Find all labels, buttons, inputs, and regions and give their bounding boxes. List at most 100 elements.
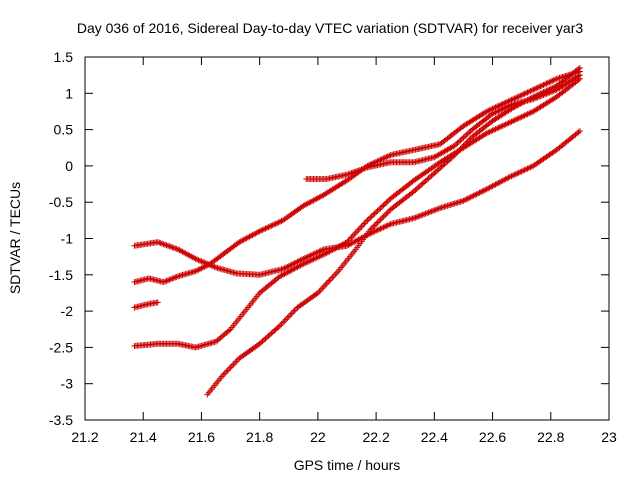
data-point bbox=[275, 323, 282, 330]
chart-title: Day 036 of 2016, Sidereal Day-to-day VTE… bbox=[77, 20, 583, 36]
data-point bbox=[533, 85, 540, 92]
y-tick-label: -2.5 bbox=[49, 339, 73, 355]
data-point bbox=[349, 232, 356, 239]
data-point bbox=[380, 213, 387, 220]
data-point bbox=[173, 273, 180, 280]
data-point bbox=[166, 276, 173, 283]
data-point bbox=[258, 339, 265, 346]
data-point bbox=[492, 126, 499, 133]
data-point bbox=[303, 254, 310, 261]
data-point bbox=[221, 370, 228, 377]
data-point bbox=[456, 138, 463, 145]
data-point bbox=[346, 236, 353, 243]
data-point bbox=[493, 125, 500, 132]
y-tick-label: -2 bbox=[61, 303, 74, 319]
data-point bbox=[274, 220, 281, 227]
data-point bbox=[507, 173, 514, 180]
data-point bbox=[311, 250, 318, 257]
data-point bbox=[469, 193, 476, 200]
data-point bbox=[376, 206, 383, 213]
data-point bbox=[274, 325, 281, 332]
data-point bbox=[271, 221, 278, 228]
data-point bbox=[512, 94, 519, 101]
data-point bbox=[502, 121, 509, 128]
data-point bbox=[524, 89, 531, 96]
data-point bbox=[491, 109, 498, 116]
data-point bbox=[440, 162, 447, 169]
data-point bbox=[194, 267, 201, 274]
data-point bbox=[419, 211, 426, 218]
data-point bbox=[386, 152, 393, 159]
data-point bbox=[486, 128, 493, 135]
data-point bbox=[416, 212, 423, 219]
data-point bbox=[541, 81, 548, 88]
data-point bbox=[166, 243, 173, 250]
data-point bbox=[523, 111, 530, 118]
data-point bbox=[322, 282, 329, 289]
data-point bbox=[374, 207, 381, 214]
data-point bbox=[288, 310, 295, 317]
data-point bbox=[307, 252, 314, 259]
data-point bbox=[330, 272, 337, 279]
data-point bbox=[192, 255, 199, 262]
data-point bbox=[271, 327, 278, 334]
data-point bbox=[300, 255, 307, 262]
data-point bbox=[525, 88, 532, 95]
data-point bbox=[422, 177, 429, 184]
data-point bbox=[370, 211, 377, 218]
data-point bbox=[293, 259, 300, 266]
data-point bbox=[297, 257, 304, 264]
data-point bbox=[352, 168, 359, 175]
data-point bbox=[512, 116, 519, 123]
data-point bbox=[313, 290, 320, 297]
data-point bbox=[279, 319, 286, 326]
data-point bbox=[460, 134, 467, 141]
data-point bbox=[463, 196, 470, 203]
data-point bbox=[202, 263, 209, 270]
data-point bbox=[378, 225, 385, 232]
data-point bbox=[226, 365, 233, 372]
data-point bbox=[154, 239, 161, 246]
data-point bbox=[320, 251, 327, 258]
data-point bbox=[550, 87, 557, 94]
data-point bbox=[368, 213, 375, 220]
data-point bbox=[482, 186, 489, 193]
data-point bbox=[384, 209, 391, 216]
data-point bbox=[530, 86, 537, 93]
data-point bbox=[163, 242, 170, 249]
data-point bbox=[348, 170, 355, 177]
data-point bbox=[345, 171, 352, 178]
data-point bbox=[290, 260, 297, 267]
data-point bbox=[524, 111, 531, 118]
data-points bbox=[131, 64, 583, 398]
data-point bbox=[329, 274, 336, 281]
data-point bbox=[520, 167, 527, 174]
data-point bbox=[376, 218, 383, 225]
data-point bbox=[384, 222, 391, 229]
data-point bbox=[521, 90, 528, 97]
data-point bbox=[373, 220, 380, 227]
data-point bbox=[537, 93, 544, 100]
data-point bbox=[504, 103, 511, 110]
data-point bbox=[227, 364, 234, 371]
data-point bbox=[358, 223, 365, 230]
data-point bbox=[256, 340, 263, 347]
data-point bbox=[351, 169, 358, 176]
data-point bbox=[344, 171, 350, 178]
data-point bbox=[528, 87, 535, 94]
y-tick-label: 0 bbox=[65, 158, 73, 174]
data-point bbox=[527, 109, 534, 116]
data-point bbox=[380, 202, 387, 209]
data-point bbox=[428, 208, 435, 215]
series-arc-f bbox=[303, 72, 583, 182]
data-point bbox=[412, 187, 419, 194]
data-point bbox=[492, 109, 499, 116]
data-point bbox=[163, 277, 170, 284]
data-point bbox=[521, 112, 528, 119]
y-tick-label: 0.5 bbox=[54, 122, 74, 138]
data-point bbox=[517, 114, 524, 121]
data-point bbox=[530, 96, 537, 103]
data-point bbox=[269, 222, 276, 229]
data-point bbox=[284, 315, 291, 322]
data-point bbox=[435, 166, 442, 173]
